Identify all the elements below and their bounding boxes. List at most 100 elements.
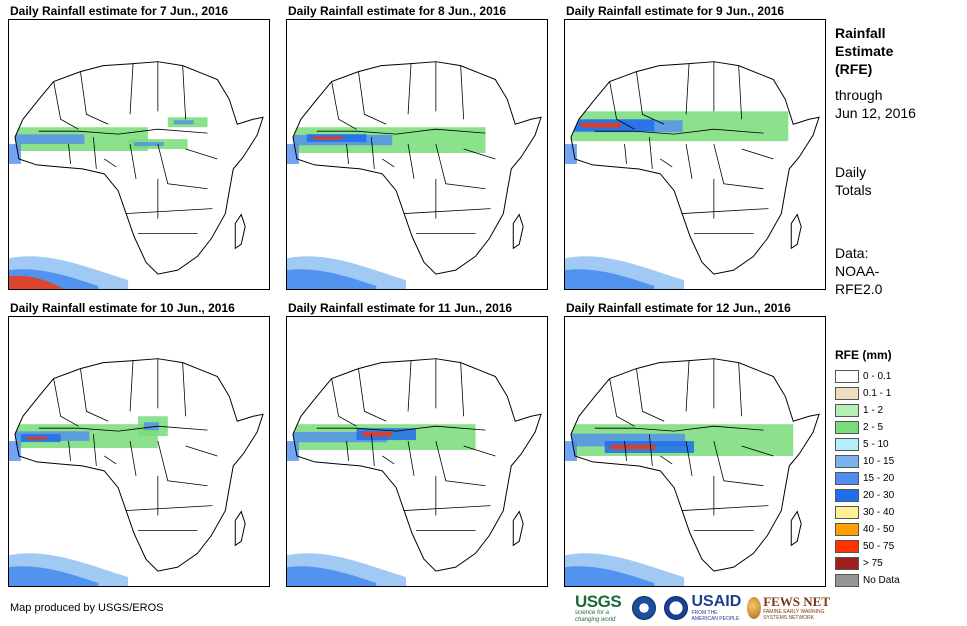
country-border xyxy=(370,434,375,466)
country-border xyxy=(53,378,79,427)
legend-item: 30 - 40 xyxy=(835,504,955,521)
legend-item: 0 - 0.1 xyxy=(835,368,955,385)
legend-label: 5 - 10 xyxy=(863,439,889,450)
legend-label: 2 - 5 xyxy=(863,422,884,433)
rainfall-band xyxy=(173,120,194,125)
country-border xyxy=(382,455,395,465)
country-border xyxy=(185,148,218,160)
title-line: Estimate xyxy=(835,43,894,59)
country-border xyxy=(407,144,415,179)
rainfall-band xyxy=(362,431,393,437)
data-line: RFE2.0 xyxy=(835,281,883,297)
panel-title: Daily Rainfall estimate for 11 Jun., 201… xyxy=(288,301,513,315)
madagascar-coastline xyxy=(234,510,246,547)
country-border xyxy=(126,208,213,214)
country-border xyxy=(741,445,774,457)
legend-item: 10 - 15 xyxy=(835,453,955,470)
map-panel-jun-9: Daily Rainfall estimate for 9 Jun., 2016 xyxy=(564,4,826,290)
rainfall-band xyxy=(795,496,806,511)
country-border xyxy=(407,441,415,476)
country-border xyxy=(346,144,349,164)
country-border xyxy=(182,362,187,417)
totals-text: Daily Totals xyxy=(835,163,872,199)
period-text: through Jun 12, 2016 xyxy=(835,86,916,122)
country-border xyxy=(129,63,134,115)
legend-swatch xyxy=(835,387,859,400)
country-border xyxy=(685,360,690,412)
map-credit: Map produced by USGS/EROS xyxy=(10,602,164,614)
legend-swatch xyxy=(835,574,859,587)
through-line: Jun 12, 2016 xyxy=(835,105,916,121)
legend-title: RFE (mm) xyxy=(835,348,892,362)
country-border xyxy=(185,445,218,457)
country-border xyxy=(80,368,109,422)
legend-swatch xyxy=(835,421,859,434)
country-border xyxy=(182,65,187,120)
rainfall-band xyxy=(580,122,621,128)
data-line: NOAA- xyxy=(835,263,880,279)
madagascar-coastline xyxy=(790,213,802,250)
legend-item: 2 - 5 xyxy=(835,419,955,436)
country-border xyxy=(346,441,349,461)
country-border xyxy=(382,158,395,168)
legend-label: 10 - 15 xyxy=(863,456,895,467)
ocean-rain-band xyxy=(9,275,64,289)
country-border xyxy=(358,71,387,125)
rainfall-band xyxy=(565,441,577,461)
country-border xyxy=(738,362,743,417)
country-border xyxy=(331,378,357,427)
rainfall-band xyxy=(610,444,656,450)
country-border xyxy=(92,434,97,466)
panel-title: Daily Rainfall estimate for 7 Jun., 2016 xyxy=(10,4,229,18)
usaid-logo-tagline: FROM THE AMERICAN PEOPLE xyxy=(691,610,740,622)
map-panel-jun-8: Daily Rainfall estimate for 8 Jun., 2016 xyxy=(286,4,548,290)
africa-coastline xyxy=(292,61,542,275)
ocean-rain-band xyxy=(565,566,655,586)
rainfall-map-svg xyxy=(565,358,820,586)
legend-swatch xyxy=(835,455,859,468)
data-source-text: Data: NOAA- RFE2.0 xyxy=(835,244,882,298)
country-border xyxy=(316,425,486,432)
country-border xyxy=(407,63,412,115)
country-border xyxy=(435,440,486,487)
rainfall-map-svg xyxy=(9,358,264,586)
country-border xyxy=(126,505,213,511)
country-border xyxy=(460,65,465,120)
rainfall-band xyxy=(515,485,536,516)
legend-item: 40 - 50 xyxy=(835,521,955,538)
rainfall-map-svg xyxy=(565,61,820,289)
legend-swatch xyxy=(835,557,859,570)
country-border xyxy=(407,360,412,412)
country-border xyxy=(435,143,486,190)
usaid-logo: USAID FROM THE AMERICAN PEOPLE xyxy=(691,594,742,623)
country-border xyxy=(660,158,673,168)
partner-logos: USGS science for a changing world USAID … xyxy=(575,593,835,623)
rainfall-map xyxy=(286,19,548,290)
madagascar-coastline xyxy=(512,213,524,250)
legend-item: 5 - 10 xyxy=(835,436,955,453)
rainfall-map-svg xyxy=(287,358,542,586)
fews-logo-text: FEWS NET xyxy=(763,594,831,609)
title-line: (RFE) xyxy=(835,61,873,77)
legend-swatch xyxy=(835,472,859,485)
country-border xyxy=(682,208,769,214)
legend-item: 15 - 20 xyxy=(835,470,955,487)
country-border xyxy=(682,505,769,511)
country-border xyxy=(636,368,665,422)
fews-logo-tagline: FAMINE EARLY WARNING SYSTEMS NETWORK xyxy=(763,609,825,621)
country-border xyxy=(316,128,486,135)
ocean-rain-band xyxy=(565,269,655,289)
country-border xyxy=(713,440,764,487)
map-panel-jun-11: Daily Rainfall estimate for 11 Jun., 201… xyxy=(286,301,548,587)
country-border xyxy=(609,378,635,427)
data-line: Data: xyxy=(835,245,869,261)
legend-label: > 75 xyxy=(863,558,883,569)
panel-title: Daily Rainfall estimate for 8 Jun., 2016 xyxy=(288,4,507,18)
country-border xyxy=(370,137,375,169)
madagascar-coastline xyxy=(790,510,802,547)
country-border xyxy=(404,505,491,511)
legend-swatch xyxy=(835,540,859,553)
country-border xyxy=(104,455,117,465)
legend-item: 1 - 2 xyxy=(835,402,955,419)
country-border xyxy=(68,441,71,461)
